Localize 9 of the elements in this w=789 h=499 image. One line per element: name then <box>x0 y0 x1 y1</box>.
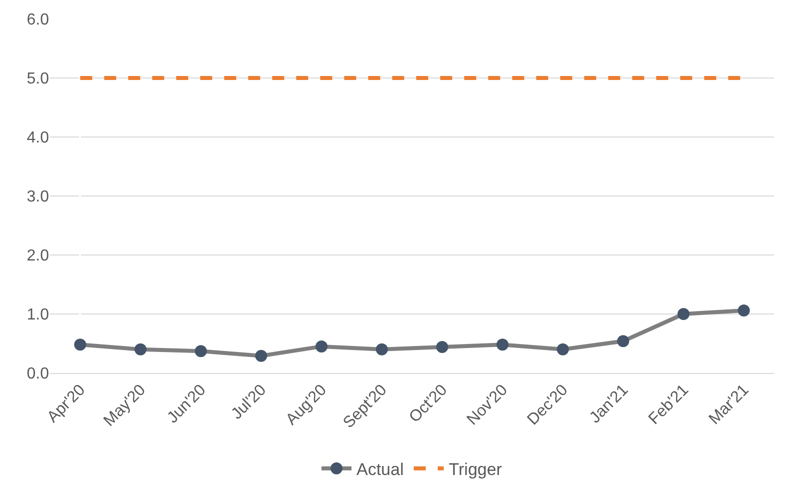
y-tick-label: 4.0 <box>26 130 50 147</box>
y-tick-label: 2.0 <box>26 248 50 265</box>
y-tick-label: 5.0 <box>26 70 50 88</box>
legend-label: Actual <box>356 460 404 480</box>
y-tick-label: 6.0 <box>26 12 50 29</box>
y-tick-label: 0.0 <box>26 366 50 383</box>
y-tick-label: 1.0 <box>26 306 50 324</box>
legend-label: Trigger <box>448 460 502 480</box>
y-tick-label: 3.0 <box>26 188 50 206</box>
